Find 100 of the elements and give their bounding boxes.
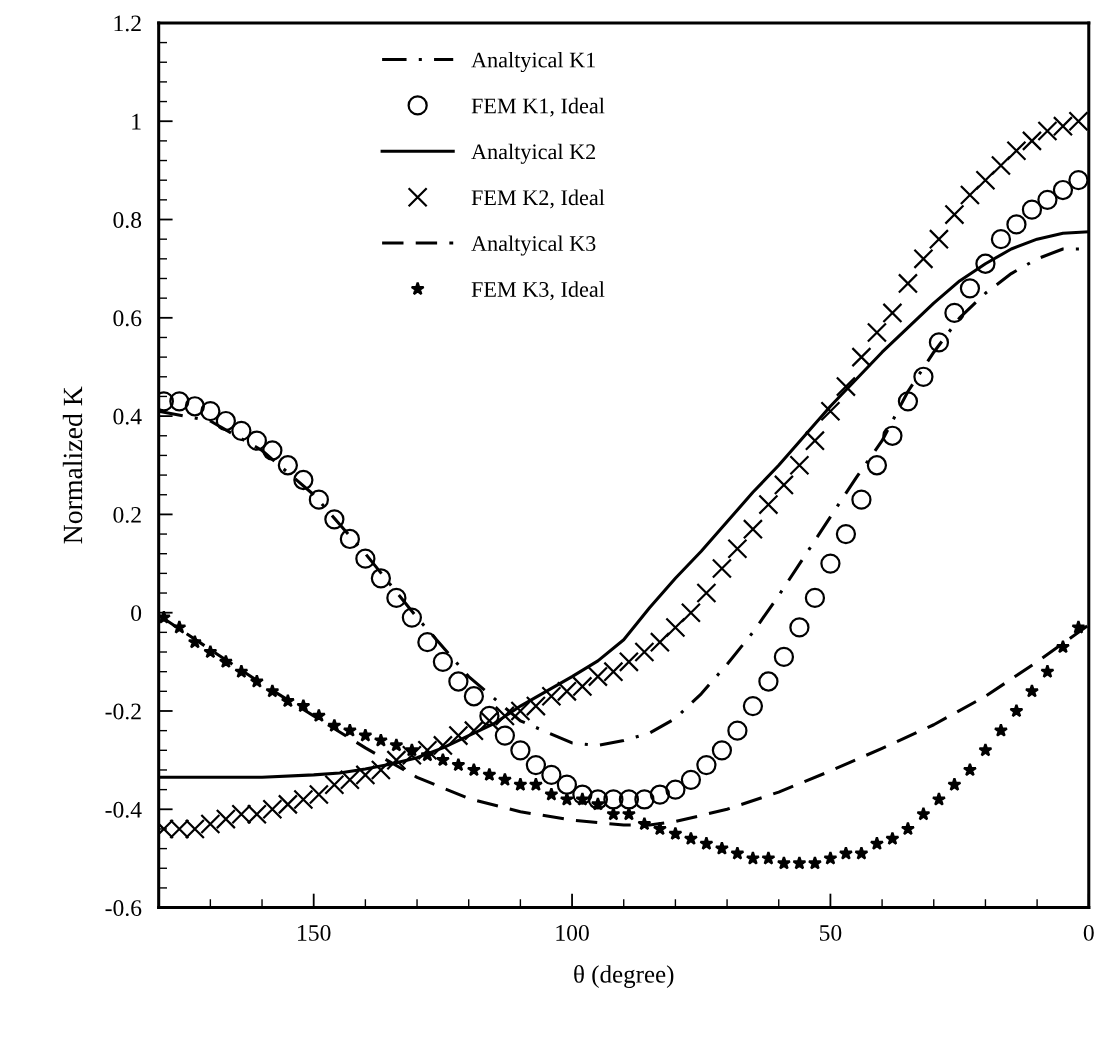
- point: [1068, 111, 1089, 132]
- point: [990, 155, 1012, 176]
- point: [603, 789, 624, 810]
- point: [789, 617, 810, 638]
- point: [866, 455, 888, 476]
- point: [1068, 170, 1089, 191]
- point: [913, 248, 934, 269]
- point: [420, 747, 435, 762]
- legend-label: Analtyical K3: [471, 235, 596, 256]
- point: [401, 745, 423, 766]
- point: [404, 742, 419, 757]
- point: [262, 440, 283, 461]
- y-tick-label: 0.2: [113, 506, 141, 523]
- point: [758, 494, 779, 515]
- point: [339, 769, 361, 790]
- point: [851, 489, 872, 510]
- point: [866, 322, 888, 343]
- point: [448, 725, 469, 746]
- point: [172, 620, 187, 634]
- point: [928, 332, 950, 353]
- point: [1021, 199, 1043, 220]
- point: [215, 808, 236, 830]
- point: [680, 769, 702, 790]
- point: [389, 738, 404, 752]
- point: [1037, 189, 1058, 210]
- point: [978, 742, 993, 757]
- point: [386, 750, 407, 771]
- y-tick-label: 1.2: [114, 15, 141, 32]
- point: [1006, 214, 1027, 235]
- point: [993, 723, 1008, 737]
- point: [944, 204, 965, 225]
- point: [544, 787, 559, 801]
- point: [525, 695, 547, 717]
- point: [339, 528, 361, 550]
- point: [417, 632, 438, 653]
- point: [773, 646, 795, 668]
- point: [776, 855, 791, 870]
- point: [649, 632, 671, 653]
- point: [618, 651, 640, 672]
- point: [1021, 130, 1043, 152]
- x-tick-label: 150: [298, 924, 331, 941]
- point: [820, 401, 841, 422]
- point: [699, 836, 714, 850]
- point: [618, 789, 640, 810]
- y-tick-label: 0.4: [113, 408, 142, 425]
- point: [665, 779, 686, 800]
- point: [479, 710, 500, 731]
- point: [355, 548, 376, 569]
- point: [975, 170, 996, 191]
- point: [572, 784, 593, 805]
- legend-label: FEM K2, Ideal: [471, 189, 605, 209]
- point: [1006, 140, 1027, 161]
- point: [869, 836, 884, 850]
- point: [479, 705, 500, 727]
- point: [1052, 179, 1074, 201]
- point: [327, 718, 342, 732]
- x-axis-title: θ (degree): [574, 965, 674, 988]
- point: [742, 695, 764, 717]
- point: [730, 846, 745, 860]
- point: [962, 762, 977, 777]
- point: [293, 469, 314, 491]
- point: [665, 617, 686, 638]
- point: [900, 821, 915, 836]
- x-tick-label: 100: [556, 924, 589, 941]
- point: [203, 644, 218, 659]
- legend-label: Analtyical K2: [471, 143, 596, 164]
- y-tick-label: -0.2: [105, 703, 141, 720]
- point: [525, 754, 547, 776]
- point: [277, 794, 298, 815]
- point: [587, 789, 609, 810]
- point: [494, 725, 516, 746]
- point: [370, 759, 392, 781]
- point: [494, 705, 516, 727]
- point: [510, 700, 531, 722]
- point: [745, 851, 760, 865]
- point: [696, 754, 717, 776]
- point: [761, 851, 776, 865]
- point: [714, 841, 729, 855]
- point: [218, 654, 233, 669]
- point: [897, 391, 919, 412]
- point: [959, 278, 981, 299]
- point: [280, 693, 295, 708]
- point: [417, 740, 438, 761]
- point: [308, 784, 330, 805]
- point: [184, 396, 205, 417]
- point: [823, 851, 838, 865]
- point: [634, 641, 655, 663]
- point: [200, 813, 221, 835]
- point: [541, 764, 562, 786]
- point: [652, 821, 667, 836]
- point: [807, 855, 822, 870]
- point: [792, 855, 807, 870]
- legend-label: Analtyical K1: [471, 51, 595, 73]
- point: [187, 634, 202, 649]
- point: [1037, 120, 1058, 142]
- point: [931, 792, 946, 806]
- point: [885, 831, 900, 845]
- y-tick-label: -0.4: [105, 801, 142, 818]
- point: [463, 720, 485, 741]
- legend-label: FEM K1, Ideal: [471, 97, 605, 117]
